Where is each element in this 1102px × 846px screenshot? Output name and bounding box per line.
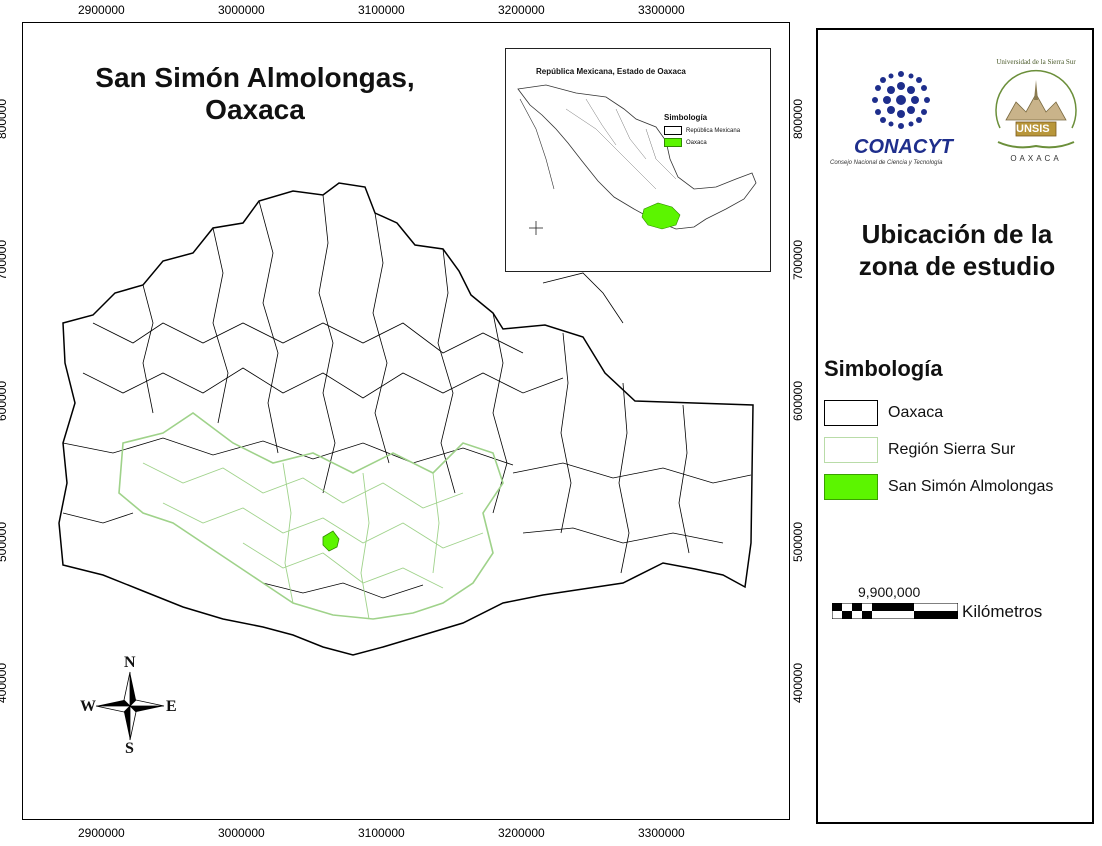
- y-tick-right-3: 600000: [791, 380, 806, 422]
- unsis-place: OAXACA: [1010, 154, 1062, 163]
- compass-n: N: [124, 654, 136, 671]
- inset-compass-icon: [529, 221, 543, 235]
- x-tick-top-4: 3200000: [498, 3, 545, 17]
- inset-legend-label-2: Oaxaca: [686, 139, 707, 146]
- legend-title: Simbología: [824, 356, 943, 381]
- x-tick-top-2: 3000000: [218, 3, 265, 17]
- sierra-sur-inner-lines: [142, 462, 484, 620]
- y-tick-left-3: 600000: [0, 380, 10, 422]
- x-tick-bottom-3: 3100000: [358, 826, 405, 840]
- unsis-emblem-icon: [995, 69, 1077, 149]
- mexico-outline: [517, 84, 757, 235]
- legend-swatch-sierra-sur: [824, 437, 878, 463]
- conacyt-subtitle: Consejo Nacional de Ciencia y Tecnología: [830, 160, 943, 166]
- scale-bar: [832, 603, 958, 619]
- oaxaca-outline: [58, 182, 754, 656]
- compass-s: S: [125, 740, 134, 757]
- x-tick-bottom-4: 3200000: [498, 826, 545, 840]
- legend-item-oaxaca: Oaxaca: [824, 400, 943, 426]
- inset-swatch-mexico: [664, 126, 682, 135]
- y-tick-right-1: 800000: [791, 98, 806, 140]
- inset-title: República Mexicana, Estado de Oaxaca: [536, 67, 686, 76]
- san-simon-almolongas: [322, 530, 340, 552]
- x-tick-top-1: 2900000: [78, 3, 125, 17]
- unsis-logo: UNSIS Universidad de la Sierra Sur OAXAC…: [986, 50, 1086, 170]
- unsis-name: UNSIS: [1016, 123, 1050, 135]
- y-tick-left-1: 800000: [0, 98, 10, 140]
- x-tick-top-5: 3300000: [638, 3, 685, 17]
- unsis-ring-text: Universidad de la Sierra Sur: [996, 58, 1076, 66]
- x-tick-top-3: 3100000: [358, 3, 405, 17]
- inset-swatch-oaxaca: [664, 138, 682, 147]
- conacyt-name: CONACYT: [854, 136, 953, 158]
- municipality-lines: [62, 194, 752, 599]
- compass-w: W: [80, 698, 96, 715]
- legend-label-sierra-sur: Región Sierra Sur: [888, 441, 1016, 458]
- conacyt-logo: CONACYT Consejo Nacional de Ciencia y Te…: [826, 66, 976, 176]
- y-tick-right-2: 700000: [791, 239, 806, 281]
- inset-oaxaca: [641, 202, 681, 230]
- map-title-line2: Oaxaca: [205, 94, 305, 125]
- y-tick-left-5: 400000: [0, 662, 10, 704]
- x-tick-bottom-2: 3000000: [218, 826, 265, 840]
- inset-legend-title: Simbología: [664, 113, 708, 122]
- compass-star-icon: [95, 671, 165, 741]
- inset-legend-label-1: República Mexicana: [686, 127, 741, 134]
- legend-swatch-oaxaca: [824, 400, 878, 426]
- side-panel: CONACYT Consejo Nacional de Ciencia y Te…: [816, 28, 1094, 824]
- map-title-line1: San Simón Almolongas,: [95, 62, 415, 93]
- legend-item-san-simon: San Simón Almolongas: [824, 474, 1053, 500]
- scale-units: Kilómetros: [962, 602, 1043, 621]
- y-tick-right-4: 500000: [791, 521, 806, 563]
- panel-title-line2: zona de estudio: [858, 251, 1056, 281]
- y-tick-left-2: 700000: [0, 239, 10, 281]
- scale-value: 9,900,000: [858, 584, 921, 600]
- panel-title-line1: Ubicación de la: [861, 219, 1053, 249]
- inset-legend-item-2: Oaxaca: [664, 138, 707, 147]
- inset-map: República Mexicana, Estado de Oaxaca Sim…: [505, 48, 771, 272]
- legend-item-sierra-sur: Región Sierra Sur: [824, 437, 1015, 463]
- map-title: San Simón Almolongas, Oaxaca: [60, 62, 450, 126]
- legend-swatch-san-simon: [824, 474, 878, 500]
- sierra-sur-region: [118, 412, 504, 620]
- inset-legend-item-1: República Mexicana: [664, 126, 740, 135]
- y-tick-right-5: 400000: [791, 662, 806, 704]
- conacyt-dots-icon: [872, 71, 930, 129]
- legend-label-san-simon: San Simón Almolongas: [888, 478, 1054, 495]
- y-tick-left-4: 500000: [0, 521, 10, 563]
- x-tick-bottom-5: 3300000: [638, 826, 685, 840]
- compass-e: E: [166, 698, 177, 715]
- x-tick-bottom-1: 2900000: [78, 826, 125, 840]
- compass-rose: N S E W: [78, 654, 182, 758]
- panel-title: Ubicación de la zona de estudio: [818, 218, 1096, 282]
- legend-label-oaxaca: Oaxaca: [888, 404, 944, 421]
- oaxaca-map: [58, 182, 754, 656]
